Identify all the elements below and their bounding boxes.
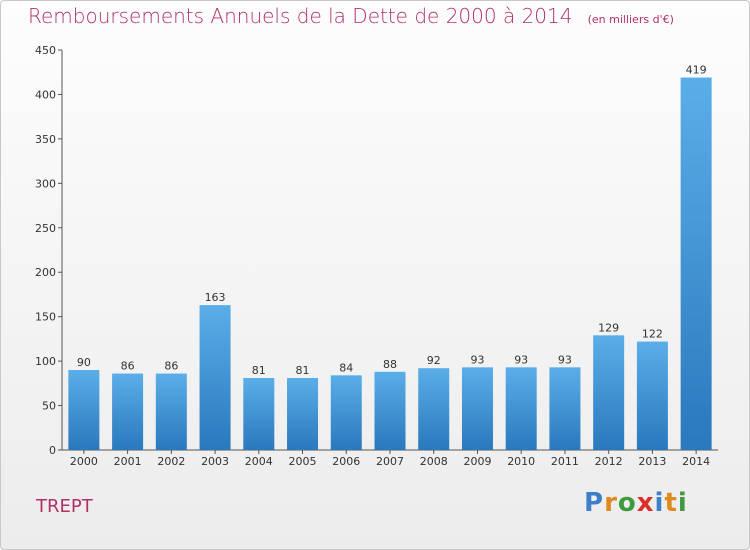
bar xyxy=(636,341,668,450)
bar xyxy=(418,368,450,450)
y-tick-label: 400 xyxy=(35,88,56,101)
x-tick-label: 2004 xyxy=(245,455,273,468)
x-tick-label: 2005 xyxy=(289,455,317,468)
bar-value-label: 93 xyxy=(514,353,528,366)
bar xyxy=(593,335,625,450)
bar xyxy=(330,375,362,450)
logo-letter: x xyxy=(636,488,655,518)
bar xyxy=(243,378,275,450)
y-tick-label: 300 xyxy=(35,177,56,190)
chart-bars xyxy=(68,77,712,451)
bar xyxy=(461,367,493,450)
bar-value-label: 86 xyxy=(121,360,135,373)
bar-value-label: 81 xyxy=(252,364,266,377)
y-tick-label: 450 xyxy=(35,44,56,57)
y-tick-label: 150 xyxy=(35,311,56,324)
bar-value-label: 122 xyxy=(642,328,663,341)
bar-value-label: 88 xyxy=(383,358,397,371)
logo-letter: i xyxy=(654,488,665,518)
bar-value-label: 90 xyxy=(77,356,91,369)
bar-value-label: 93 xyxy=(558,353,572,366)
bar xyxy=(374,371,406,450)
x-tick-label: 2009 xyxy=(463,455,491,468)
bar xyxy=(680,77,712,451)
x-tick-label: 2011 xyxy=(551,455,579,468)
bar-value-label: 129 xyxy=(598,321,619,334)
x-tick-label: 2012 xyxy=(595,455,623,468)
y-tick-label: 50 xyxy=(42,400,56,413)
bar-value-label: 163 xyxy=(205,291,226,304)
x-tick-label: 2013 xyxy=(638,455,666,468)
bar-value-label: 86 xyxy=(164,360,178,373)
place-name: TREPT xyxy=(36,496,93,517)
bar-value-label: 84 xyxy=(339,361,353,374)
y-tick-label: 200 xyxy=(35,266,56,279)
bar-value-label: 93 xyxy=(470,353,484,366)
x-tick-label: 2006 xyxy=(332,455,360,468)
chart-labels: 90 2000 86 2001 86 2002 163 2003 81 2004 81 2005 84 2… xyxy=(70,64,710,468)
bar xyxy=(287,378,319,450)
bar-value-label: 92 xyxy=(427,354,441,367)
bar-value-label: 419 xyxy=(686,64,707,77)
y-tick-label: 350 xyxy=(35,133,56,146)
bar xyxy=(155,373,187,450)
chart-subtitle: (en milliers d'€) xyxy=(587,13,674,26)
bar-value-label: 81 xyxy=(296,364,310,377)
logo-letter: P xyxy=(584,488,605,518)
chart-title-block: Remboursements Annuels de la Dette de 20… xyxy=(28,4,674,28)
x-tick-label: 2002 xyxy=(157,455,185,468)
x-tick-label: 2000 xyxy=(70,455,98,468)
chart-title: Remboursements Annuels de la Dette de 20… xyxy=(28,4,573,28)
y-tick-label: 250 xyxy=(35,222,56,235)
x-tick-label: 2003 xyxy=(201,455,229,468)
x-tick-label: 2014 xyxy=(682,455,710,468)
bar xyxy=(505,367,537,450)
bar xyxy=(68,370,100,450)
logo-letter: i xyxy=(677,488,688,518)
logo-letter: t xyxy=(664,488,678,518)
logo-letter: o xyxy=(617,488,637,518)
bar xyxy=(549,367,581,450)
y-tick-label: 0 xyxy=(49,444,56,457)
proxiti-logo: Proxiti xyxy=(584,488,688,518)
x-tick-label: 2008 xyxy=(420,455,448,468)
bar xyxy=(112,373,144,450)
x-tick-label: 2010 xyxy=(507,455,535,468)
y-tick-label: 100 xyxy=(35,355,56,368)
bar xyxy=(199,305,231,450)
logo-letter: r xyxy=(604,488,618,518)
x-tick-label: 2007 xyxy=(376,455,404,468)
x-tick-label: 2001 xyxy=(114,455,142,468)
